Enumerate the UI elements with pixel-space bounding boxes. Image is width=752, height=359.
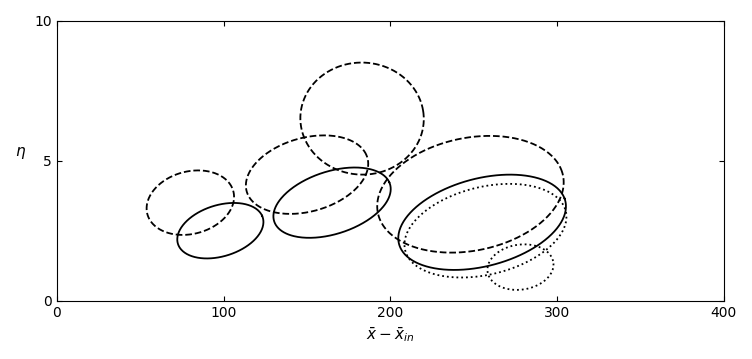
Y-axis label: $\eta$: $\eta$ bbox=[15, 145, 26, 160]
X-axis label: $\bar{x}-\bar{x}_{in}$: $\bar{x}-\bar{x}_{in}$ bbox=[366, 325, 414, 344]
